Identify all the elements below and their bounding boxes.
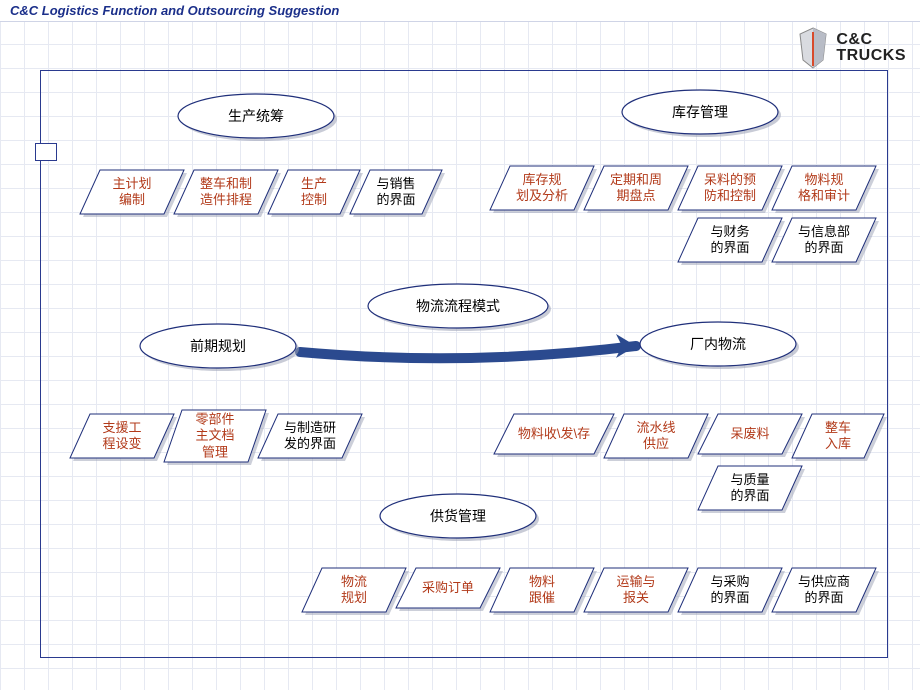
para-label-p14: 物料收\发\存 bbox=[518, 426, 590, 442]
para-label-p7: 呆料的预 防和控制 bbox=[704, 172, 756, 205]
ellipse-label-e3: 物流流程模式 bbox=[416, 296, 500, 316]
shield-icon bbox=[796, 26, 830, 70]
para-label-p21: 物料 跟催 bbox=[529, 574, 555, 607]
para-label-p5: 库存规 划及分析 bbox=[516, 172, 568, 205]
para-label-p17: 整车 入库 bbox=[825, 420, 851, 453]
para-label-p3: 生产 控制 bbox=[301, 176, 327, 209]
ellipse-label-e5: 厂内物流 bbox=[690, 334, 746, 354]
para-label-p1: 主计划 编制 bbox=[112, 176, 151, 209]
para-label-p11: 支援工 程设变 bbox=[102, 420, 141, 453]
para-label-p8: 物料规 格和审计 bbox=[798, 172, 850, 205]
para-label-p2: 整车和制 造件排程 bbox=[200, 176, 252, 209]
para-label-p4: 与销售 的界面 bbox=[376, 176, 415, 209]
para-label-p23: 与采购 的界面 bbox=[710, 574, 749, 607]
para-label-p13: 与制造研 发的界面 bbox=[284, 420, 336, 453]
logo-text-line2: TRUCKS bbox=[836, 48, 906, 64]
para-label-p22: 运输与 报关 bbox=[616, 574, 655, 607]
para-label-p6: 定期和周 期盘点 bbox=[610, 172, 662, 205]
para-label-p24: 与供应商 的界面 bbox=[798, 574, 850, 607]
para-label-p10: 与信息部 的界面 bbox=[798, 224, 850, 257]
brand-logo: C&C TRUCKS bbox=[796, 26, 906, 70]
para-label-p19: 物流 规划 bbox=[341, 574, 367, 607]
ellipse-label-e2: 库存管理 bbox=[672, 102, 728, 122]
para-label-p20: 采购订单 bbox=[422, 580, 474, 596]
para-label-p9: 与财务 的界面 bbox=[710, 224, 749, 257]
para-label-p16: 呆废料 bbox=[730, 426, 769, 442]
ellipse-label-e6: 供货管理 bbox=[430, 506, 486, 526]
para-label-p15: 流水线 供应 bbox=[636, 420, 675, 453]
ellipse-label-e4: 前期规划 bbox=[190, 336, 246, 356]
logo-text-line1: C&C bbox=[836, 32, 906, 48]
para-label-p18: 与质量 的界面 bbox=[730, 472, 769, 505]
para-label-p12: 零部件 主文档 管理 bbox=[195, 412, 234, 461]
ellipse-label-e1: 生产统筹 bbox=[228, 106, 284, 126]
